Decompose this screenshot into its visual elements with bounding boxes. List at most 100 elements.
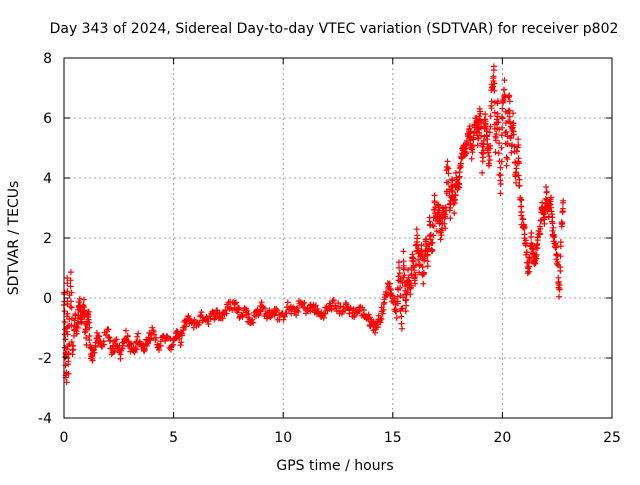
data-point [274, 307, 281, 314]
data-point [83, 334, 90, 341]
data-point [119, 342, 126, 349]
data-point [377, 315, 384, 322]
data-point [506, 98, 513, 105]
data-point [405, 266, 411, 273]
data-point [516, 182, 523, 189]
data-point [534, 237, 541, 244]
data-point [466, 125, 473, 132]
data-point [86, 333, 93, 339]
data-point [179, 332, 185, 339]
data-point [183, 323, 189, 330]
data-point [65, 350, 72, 357]
data-point [543, 188, 550, 195]
data-point [486, 162, 492, 169]
data-point [488, 98, 495, 105]
data-point [458, 160, 464, 167]
data-point [398, 320, 405, 327]
data-point [515, 142, 522, 148]
data-point [518, 203, 525, 210]
data-point [400, 264, 407, 271]
data-point [396, 259, 402, 266]
data-point [515, 158, 522, 165]
data-point [68, 298, 74, 305]
data-point [381, 299, 388, 306]
data-point [67, 277, 74, 284]
data-point [412, 271, 419, 278]
data-point [467, 137, 474, 144]
data-point [495, 150, 502, 157]
data-point [85, 308, 92, 315]
x-tick-label: 0 [60, 430, 69, 446]
data-point [559, 205, 566, 212]
data-point [429, 240, 436, 246]
data-point [61, 308, 68, 315]
data-point [62, 354, 69, 361]
data-point [81, 329, 88, 336]
data-point [486, 129, 493, 136]
data-point [506, 107, 513, 114]
data-point [551, 232, 558, 238]
data-point [117, 355, 124, 362]
data-point [552, 244, 559, 251]
data-point [64, 301, 71, 307]
data-point [491, 80, 498, 87]
data-point [491, 99, 498, 106]
data-point [403, 296, 410, 303]
data-point [495, 119, 502, 126]
data-point [101, 341, 107, 348]
data-point [513, 148, 520, 154]
data-point [267, 314, 274, 321]
data-point [91, 349, 98, 356]
data-point [550, 224, 557, 231]
data-point [393, 308, 400, 315]
data-point [479, 169, 486, 176]
data-point [506, 92, 513, 99]
data-point [463, 150, 470, 157]
data-point [64, 275, 71, 281]
x-axis-title: GPS time / hours [276, 458, 393, 474]
data-point [180, 327, 187, 333]
data-point [445, 170, 452, 177]
data-point [301, 300, 308, 306]
data-point [526, 268, 533, 275]
data-point [73, 330, 80, 337]
data-point [68, 289, 75, 296]
data-point [549, 220, 556, 227]
data-point [87, 342, 94, 349]
data-point [393, 314, 400, 321]
data-point [239, 312, 246, 319]
data-point [497, 164, 504, 171]
data-point [409, 251, 416, 258]
data-point [411, 267, 418, 274]
data-point [520, 216, 526, 223]
data-point [503, 162, 510, 169]
data-point [547, 196, 554, 203]
data-point [437, 236, 444, 243]
data-point [96, 333, 102, 340]
data-point [487, 113, 494, 120]
data-point [506, 118, 513, 125]
data-point [132, 345, 139, 352]
data-point [518, 197, 525, 204]
data-point [258, 299, 265, 306]
data-point [408, 271, 415, 278]
data-point [491, 87, 498, 94]
data-point [418, 242, 425, 249]
data-point [122, 327, 129, 334]
data-point [67, 303, 74, 310]
data-point [170, 341, 177, 348]
data-point [330, 297, 337, 304]
data-point [250, 319, 257, 326]
data-point [343, 301, 350, 308]
data-point [64, 288, 71, 295]
data-point [93, 329, 100, 336]
data-point [469, 149, 476, 156]
data-point [516, 176, 523, 183]
y-tick-label: 0 [43, 291, 52, 307]
data-point [398, 325, 405, 332]
data-point [493, 131, 500, 138]
data-point [557, 253, 564, 260]
data-point [515, 172, 522, 179]
data-point [451, 199, 458, 206]
